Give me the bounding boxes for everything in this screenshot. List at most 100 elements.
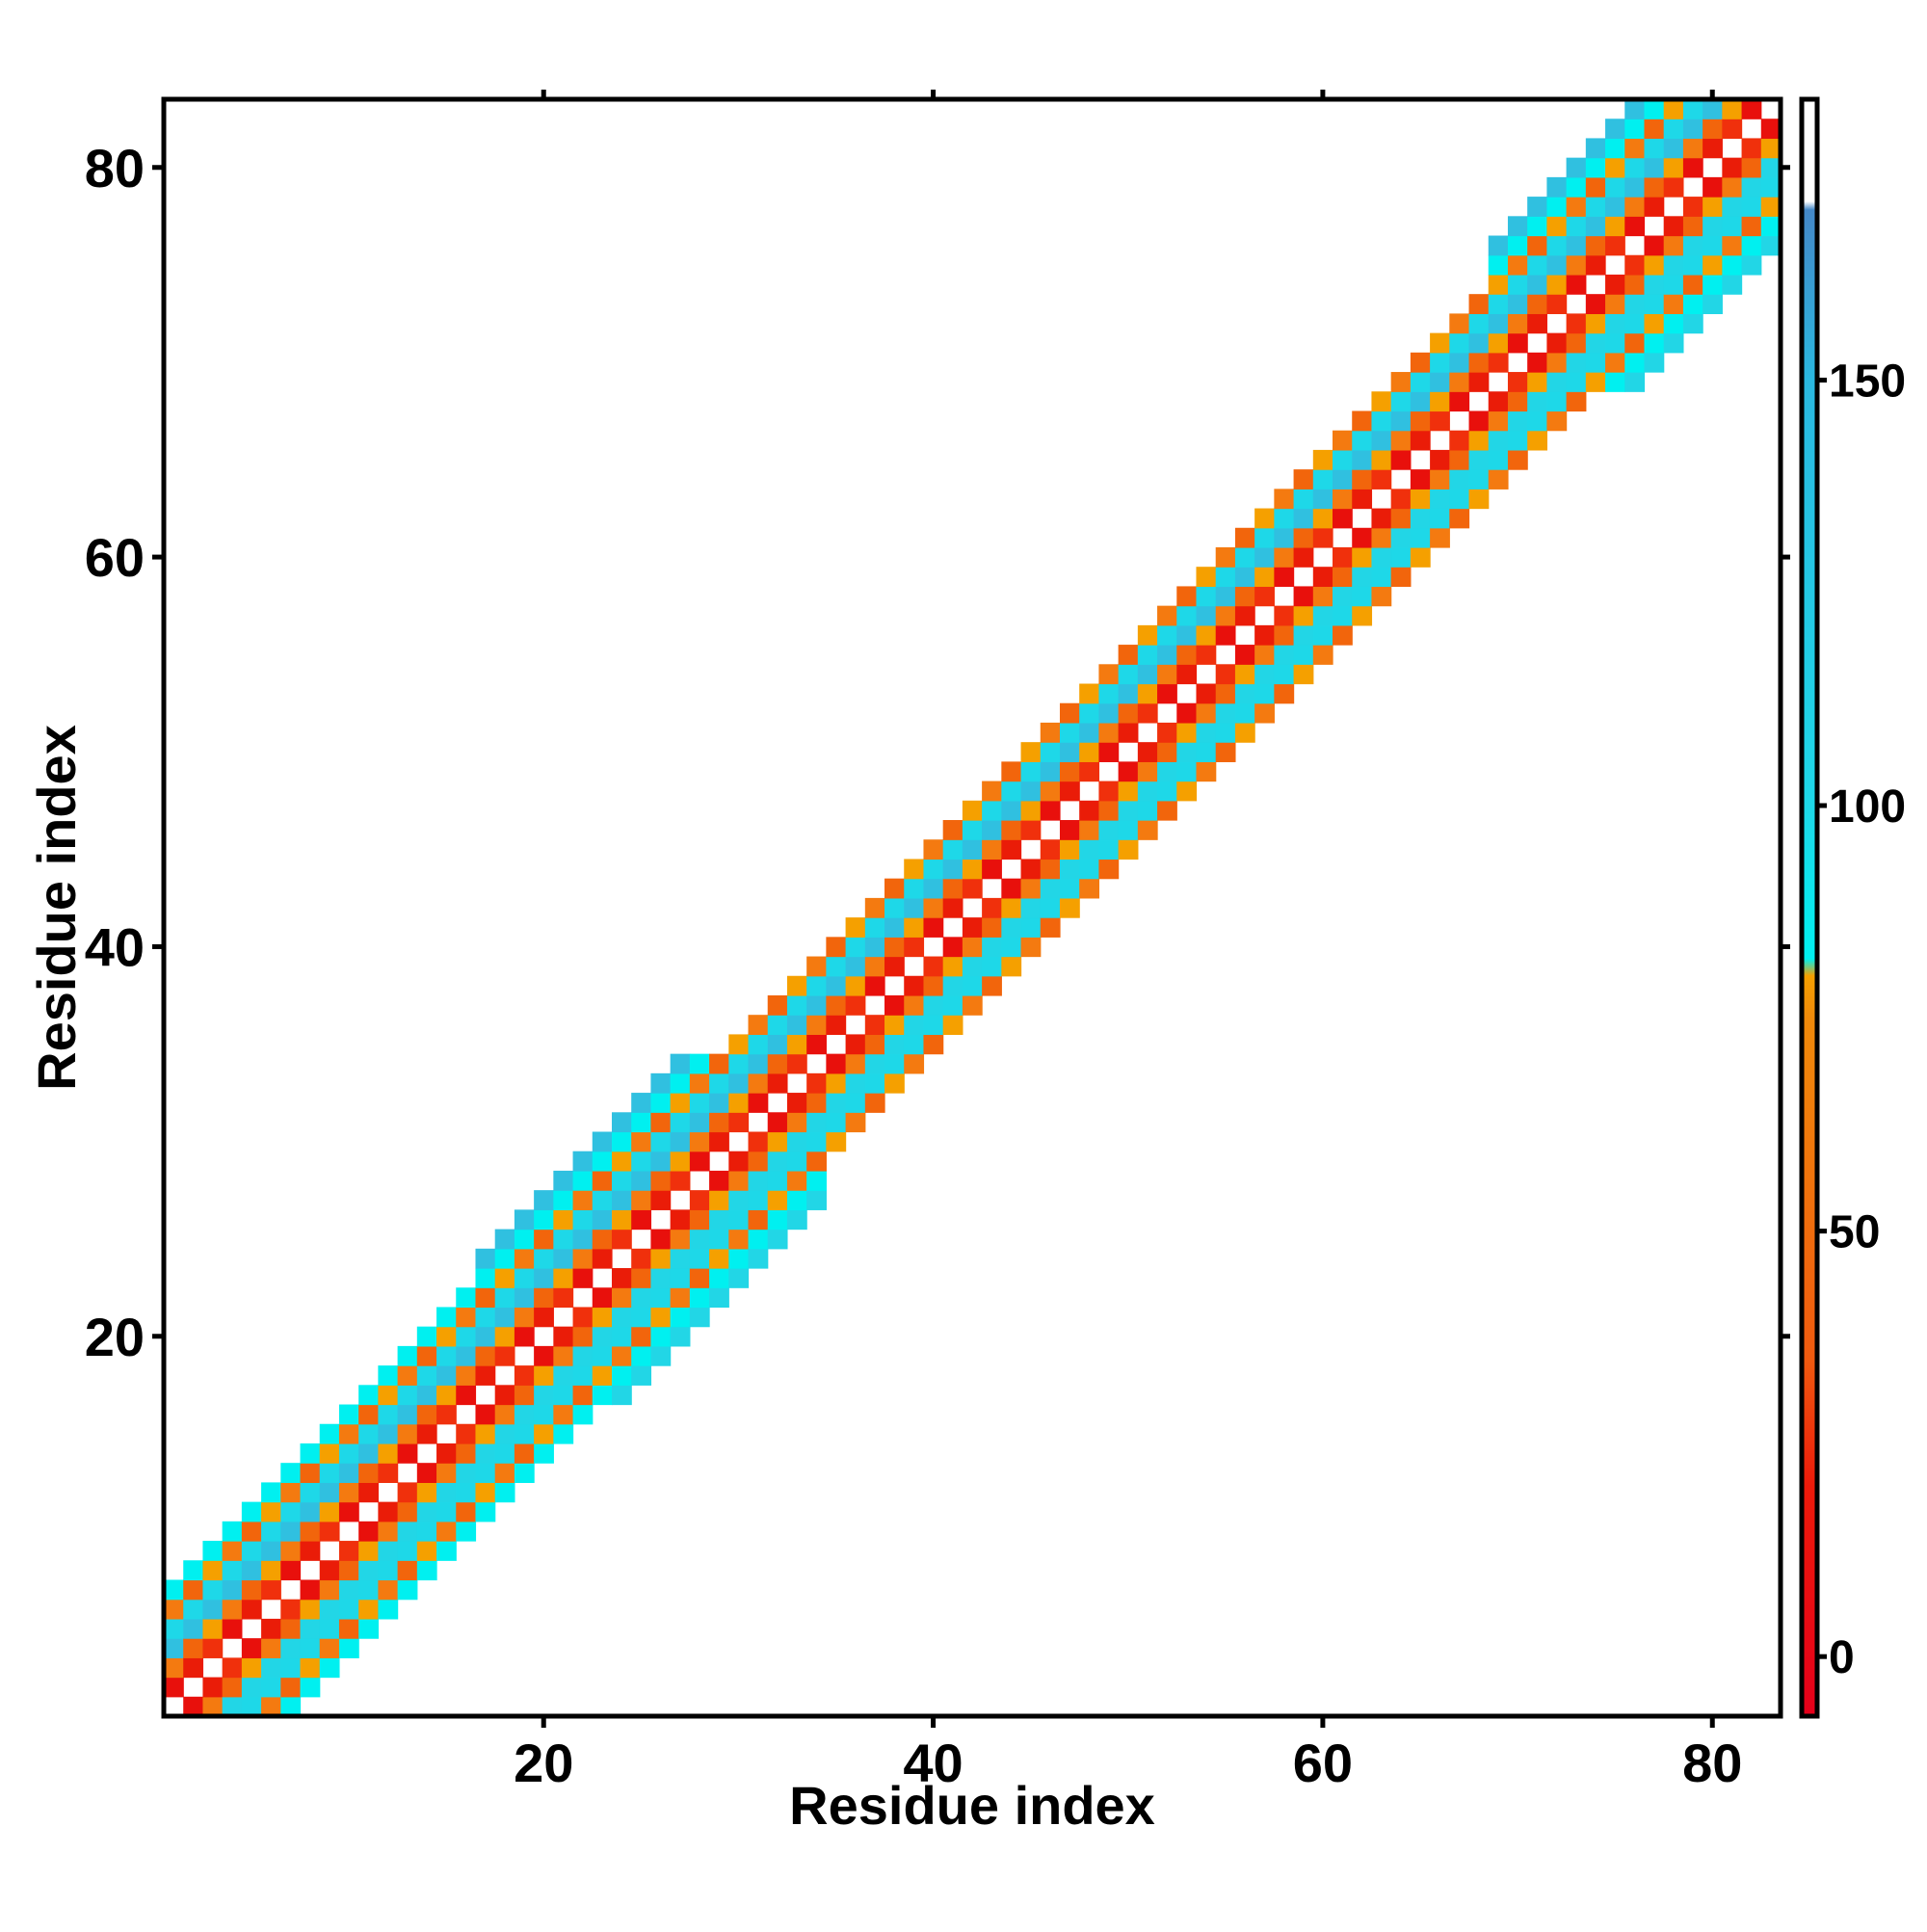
heatmap-cell bbox=[942, 839, 964, 860]
heatmap-cell bbox=[436, 1521, 457, 1542]
heatmap-cell bbox=[1605, 176, 1625, 198]
heatmap-cell bbox=[1196, 742, 1217, 762]
heatmap-cell bbox=[241, 1501, 262, 1522]
heatmap-cell bbox=[689, 1131, 710, 1152]
heatmap-cell bbox=[1566, 332, 1587, 354]
heatmap-cell bbox=[904, 917, 925, 938]
heatmap-cell bbox=[1527, 372, 1547, 392]
heatmap-cell bbox=[202, 1579, 224, 1601]
heatmap-cell bbox=[1059, 839, 1080, 860]
heatmap-cell bbox=[397, 1423, 418, 1444]
heatmap-cell bbox=[1624, 352, 1646, 373]
heatmap-cell bbox=[1527, 235, 1547, 256]
heatmap-cell bbox=[650, 1190, 672, 1210]
heatmap-cell bbox=[553, 1365, 574, 1386]
colorbar-tick-label: 0 bbox=[1829, 1632, 1855, 1683]
heatmap-cell bbox=[164, 1677, 184, 1698]
heatmap-cell bbox=[1468, 430, 1490, 451]
heatmap-cell bbox=[1098, 742, 1120, 762]
heatmap-cell bbox=[378, 1385, 399, 1406]
heatmap-cell bbox=[1059, 722, 1080, 743]
heatmap-cell bbox=[923, 975, 944, 996]
heatmap-cell bbox=[572, 1365, 594, 1386]
heatmap-cell bbox=[806, 1112, 827, 1133]
heatmap-cell bbox=[1760, 138, 1782, 159]
heatmap-cell bbox=[1605, 197, 1625, 217]
heatmap-cell bbox=[670, 1287, 691, 1309]
heatmap-cell bbox=[1079, 722, 1100, 743]
heatmap-cell bbox=[923, 956, 944, 977]
heatmap-cell bbox=[553, 1190, 574, 1210]
heatmap-cell bbox=[416, 1482, 437, 1503]
heatmap-cell bbox=[1722, 176, 1743, 198]
heatmap-cell bbox=[1001, 761, 1022, 782]
heatmap-cell bbox=[1333, 469, 1353, 490]
heatmap-cell bbox=[1624, 294, 1646, 314]
heatmap-cell bbox=[1566, 391, 1587, 412]
heatmap-cell bbox=[1682, 157, 1703, 178]
heatmap-cell bbox=[1371, 430, 1392, 451]
colorbar-tick-label: 50 bbox=[1829, 1207, 1880, 1258]
heatmap-cell bbox=[748, 1015, 769, 1036]
heatmap-cell bbox=[1644, 352, 1665, 373]
heatmap-cell bbox=[1352, 527, 1373, 548]
heatmap-cell bbox=[534, 1229, 554, 1250]
heatmap-cell bbox=[319, 1442, 340, 1464]
heatmap-cell bbox=[748, 1072, 769, 1094]
heatmap-cell bbox=[494, 1404, 515, 1425]
heatmap-cell bbox=[1410, 489, 1431, 510]
heatmap-cell bbox=[923, 839, 944, 860]
heatmap-cell bbox=[728, 1112, 750, 1133]
heatmap-cell bbox=[475, 1268, 496, 1288]
heatmap-cell bbox=[300, 1501, 321, 1522]
heatmap-cell bbox=[1371, 546, 1392, 568]
heatmap-cell bbox=[1624, 119, 1646, 140]
heatmap-cell bbox=[942, 1015, 964, 1036]
heatmap-cell bbox=[1333, 508, 1353, 529]
heatmap-cell bbox=[1390, 372, 1412, 392]
heatmap-cell bbox=[436, 1326, 457, 1347]
heatmap-cell bbox=[767, 1190, 788, 1210]
heatmap-cell bbox=[786, 1015, 807, 1036]
heatmap-cell bbox=[1507, 372, 1528, 392]
heatmap-cell bbox=[611, 1268, 632, 1288]
heatmap-cell bbox=[864, 937, 885, 958]
heatmap-cell bbox=[982, 859, 1002, 880]
heatmap-cell bbox=[1079, 761, 1100, 782]
heatmap-cell bbox=[670, 1131, 691, 1152]
heatmap-cell bbox=[1682, 216, 1703, 237]
heatmap-cell bbox=[1312, 527, 1333, 548]
heatmap-cell bbox=[1001, 878, 1022, 899]
heatmap-cell bbox=[1488, 332, 1509, 354]
heatmap-cell bbox=[1001, 800, 1022, 821]
heatmap-cell bbox=[1098, 683, 1120, 704]
heatmap-cell bbox=[1293, 527, 1314, 548]
heatmap-cell bbox=[864, 1015, 885, 1036]
heatmap-cell bbox=[1274, 624, 1295, 646]
heatmap-cell bbox=[845, 1112, 866, 1133]
heatmap-cell bbox=[1527, 391, 1547, 412]
heatmap-cell bbox=[261, 1541, 281, 1561]
heatmap-cell bbox=[1254, 683, 1275, 704]
heatmap-cell bbox=[942, 956, 964, 977]
heatmap-cell bbox=[1527, 410, 1547, 432]
heatmap-cell bbox=[1079, 820, 1100, 840]
heatmap-cell bbox=[611, 1287, 632, 1309]
heatmap-cell bbox=[280, 1521, 302, 1542]
heatmap-cell bbox=[553, 1423, 574, 1444]
heatmap-cell bbox=[982, 781, 1002, 802]
heatmap-cell bbox=[1430, 352, 1450, 373]
heatmap-cell bbox=[709, 1053, 729, 1074]
heatmap-cell bbox=[670, 1170, 691, 1191]
heatmap-cell bbox=[1118, 702, 1139, 724]
heatmap-cell bbox=[1585, 157, 1606, 178]
heatmap-cell bbox=[280, 1482, 302, 1503]
heatmap-cell bbox=[553, 1345, 574, 1366]
heatmap-cell bbox=[553, 1385, 574, 1406]
heatmap-cell bbox=[1741, 254, 1762, 276]
heatmap-cell bbox=[1196, 683, 1217, 704]
heatmap-cell bbox=[202, 1560, 224, 1581]
heatmap-cell bbox=[962, 839, 983, 860]
heatmap-cell bbox=[241, 1657, 262, 1679]
